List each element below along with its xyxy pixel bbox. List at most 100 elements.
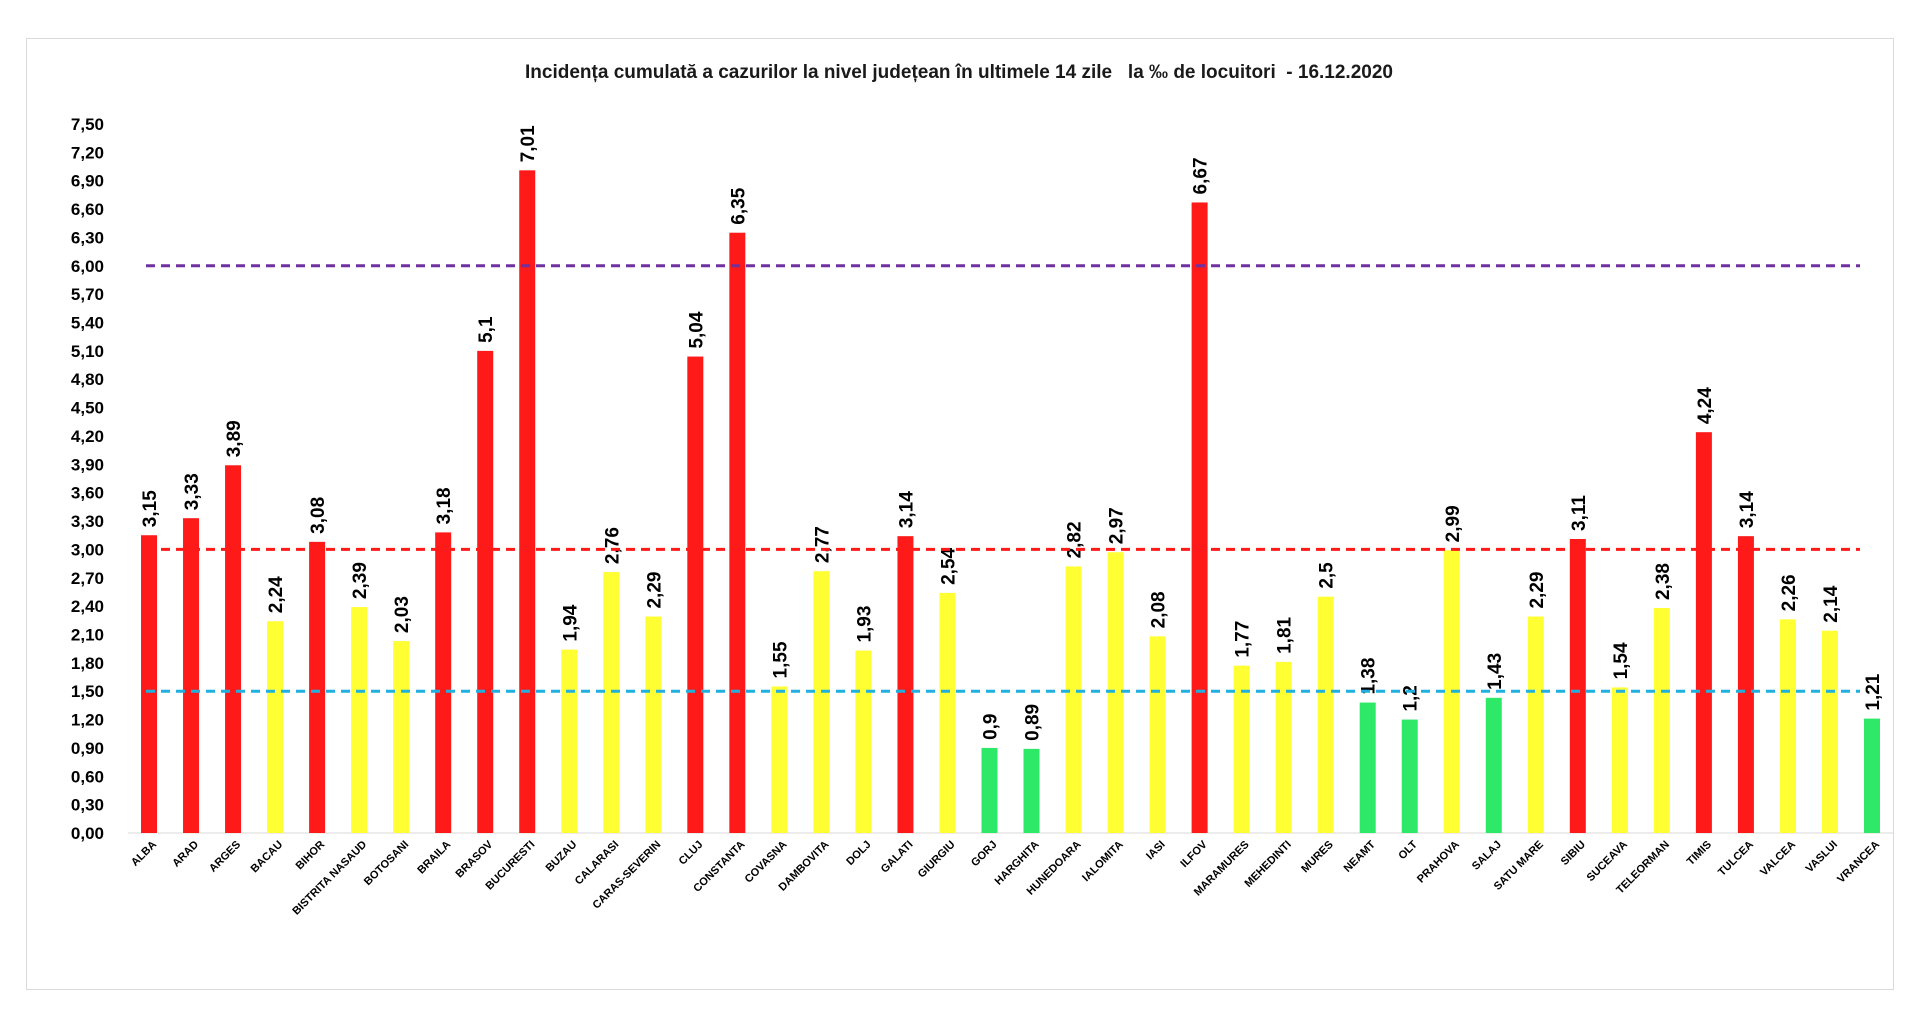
bar <box>141 535 158 833</box>
bar <box>561 649 578 833</box>
bar <box>1527 616 1544 833</box>
data-label: 1,77 <box>1233 621 1254 658</box>
bar <box>1863 718 1880 833</box>
bar <box>1359 702 1376 833</box>
data-label: 3,08 <box>308 497 329 534</box>
bar <box>309 541 326 833</box>
bar <box>1275 661 1292 833</box>
y-tick-label: 2,70 <box>71 569 104 588</box>
data-label: 1,93 <box>854 606 875 643</box>
bar <box>183 518 200 833</box>
bar <box>267 621 284 833</box>
y-tick-label: 0,30 <box>71 796 104 815</box>
data-label: 1,2 <box>1401 685 1422 711</box>
data-label: 2,77 <box>812 526 833 563</box>
data-label: 3,33 <box>182 473 203 510</box>
category-label: ILFOV <box>1178 838 1210 870</box>
bar <box>855 650 872 833</box>
bar <box>1695 432 1712 833</box>
data-label: 1,21 <box>1863 673 1884 710</box>
category-label: ALBA <box>129 839 159 869</box>
y-tick-label: 0,60 <box>71 767 104 786</box>
category-label: BRASOV <box>454 838 496 880</box>
category-label: DOLJ <box>844 839 873 868</box>
bar <box>1653 608 1670 833</box>
y-tick-label: 1,80 <box>71 654 104 673</box>
data-label: 3,89 <box>224 420 245 457</box>
y-tick-label: 3,60 <box>71 484 104 503</box>
bar <box>225 465 242 833</box>
data-label: 2,14 <box>1821 585 1842 622</box>
bar <box>1485 697 1502 833</box>
data-label: 2,5 <box>1317 562 1338 589</box>
y-tick-label: 4,20 <box>71 427 104 446</box>
category-label: TIMIS <box>1685 839 1714 868</box>
bar <box>1107 552 1124 833</box>
category-label: SUCEAVA <box>1585 839 1630 884</box>
category-label: VASLUI <box>1804 839 1840 875</box>
category-label: GIURGIU <box>916 839 958 881</box>
data-label: 4,24 <box>1695 387 1716 424</box>
bar <box>1149 636 1166 833</box>
y-tick-label: 0,00 <box>71 824 104 843</box>
bar <box>1569 539 1586 833</box>
category-label: SIBIU <box>1559 839 1588 868</box>
data-label: 3,18 <box>434 487 455 524</box>
y-tick-label: 3,00 <box>71 540 104 559</box>
category-label: GORJ <box>969 839 1000 870</box>
category-label: MURES <box>1299 839 1336 876</box>
bar <box>729 232 746 834</box>
y-tick-label: 7,20 <box>71 143 104 162</box>
data-label: 2,39 <box>350 562 371 599</box>
data-label: 2,54 <box>938 547 959 584</box>
data-label: 5,04 <box>686 311 707 348</box>
data-label: 2,03 <box>392 596 413 633</box>
category-label: BRAILA <box>415 839 453 877</box>
bar <box>1233 665 1250 833</box>
category-label: ARGES <box>207 839 243 875</box>
y-tick-label: 0,90 <box>71 739 104 758</box>
data-label: 1,43 <box>1485 653 1506 690</box>
bar <box>519 170 536 833</box>
data-label: 7,01 <box>518 125 539 162</box>
y-tick-label: 2,40 <box>71 597 104 616</box>
y-tick-label: 6,60 <box>71 200 104 219</box>
y-tick-label: 7,50 <box>71 115 104 134</box>
data-label: 2,24 <box>266 576 287 613</box>
bar <box>393 641 410 833</box>
data-label: 3,14 <box>1737 491 1758 528</box>
category-label: NEAMT <box>1342 838 1378 874</box>
data-label: 3,14 <box>896 491 917 528</box>
data-label: 2,29 <box>1527 572 1548 609</box>
bar <box>477 350 494 833</box>
bar <box>1065 566 1082 833</box>
y-tick-label: 1,20 <box>71 711 104 730</box>
bar <box>687 356 704 833</box>
category-label: VALCEA <box>1758 839 1798 879</box>
y-tick-label: 6,90 <box>71 172 104 191</box>
category-label: BIHOR <box>294 839 328 873</box>
y-tick-label: 6,30 <box>71 228 104 247</box>
category-label: GALATI <box>879 839 916 876</box>
category-label: SALAJ <box>1470 839 1504 873</box>
category-label: ARAD <box>170 839 201 870</box>
chart-title: Incidența cumulată a cazurilor la nivel … <box>525 62 1393 83</box>
category-label: TULCEA <box>1716 839 1756 879</box>
category-label: BOTOSANI <box>362 839 411 888</box>
y-tick-label: 4,80 <box>71 370 104 389</box>
category-label: CLUJ <box>677 839 706 868</box>
data-label: 0,89 <box>1023 704 1044 741</box>
y-tick-label: 3,30 <box>71 512 104 531</box>
bar <box>1821 630 1838 833</box>
bar <box>1317 596 1334 833</box>
bar <box>813 571 830 833</box>
data-label: 0,9 <box>980 713 1001 739</box>
data-label: 2,99 <box>1443 505 1464 542</box>
bar <box>771 686 788 833</box>
y-tick-label: 3,90 <box>71 455 104 474</box>
data-label: 2,08 <box>1149 591 1170 628</box>
bar <box>351 607 368 833</box>
data-label: 2,29 <box>644 572 665 609</box>
data-label: 2,76 <box>602 527 623 564</box>
data-label: 2,82 <box>1065 521 1086 558</box>
